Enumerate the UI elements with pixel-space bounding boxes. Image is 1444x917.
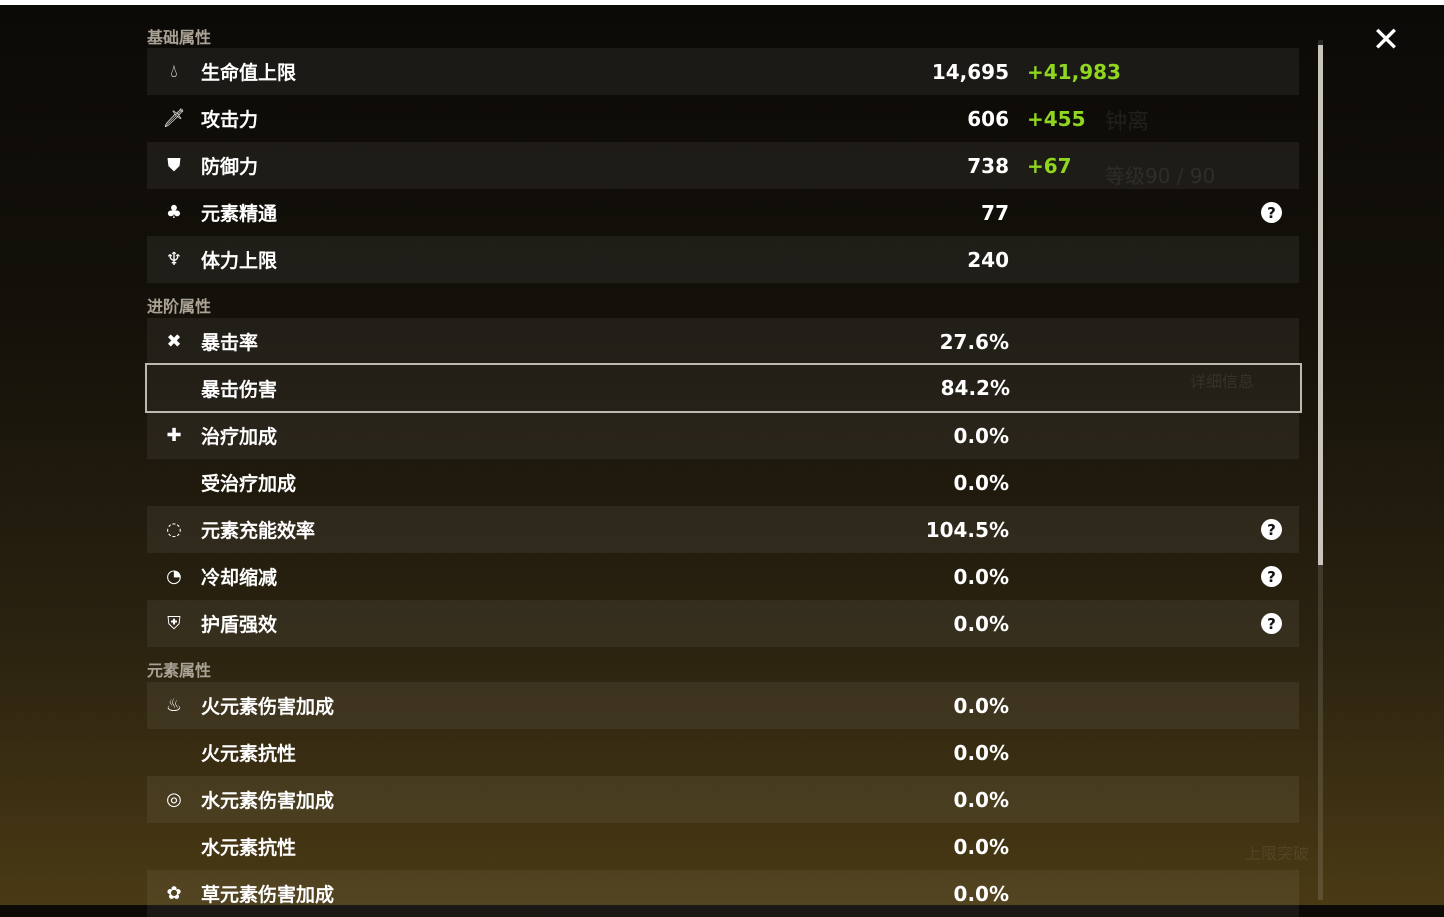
help-icon[interactable]: ? [1261, 519, 1282, 540]
stat-value: 84.2% [940, 376, 1010, 400]
section-title: 进阶属性 [147, 297, 212, 316]
help-icon[interactable]: ? [1261, 202, 1282, 223]
crit-rate-icon: ✖ [166, 331, 182, 352]
stat-value: 0.0% [953, 564, 1009, 589]
stat-value: 738 [967, 153, 1009, 178]
stat-label: 火元素抗性 [201, 743, 297, 765]
stat-row[interactable]: ♆ 体力上限 240 [147, 236, 1299, 283]
stat-value: 14,695 [931, 59, 1009, 84]
stat-row[interactable]: ✚ 治疗加成 0.0% [147, 412, 1299, 459]
stat-label: 水元素伤害加成 [201, 790, 335, 812]
stat-value: 0.0% [953, 693, 1009, 718]
stat-row[interactable]: 暴击伤害 84.2% [145, 363, 1302, 413]
scrollbar-thumb[interactable] [1318, 45, 1323, 565]
stat-row[interactable]: 💧︎ 生命值上限 14,695 +41,983 [147, 48, 1299, 95]
stat-row[interactable]: ◌ 元素充能效率 104.5%? [147, 506, 1299, 553]
stat-label: 攻击力 [201, 109, 259, 131]
energy-recharge-icon: ◌ [166, 519, 182, 540]
stat-row[interactable]: ✖ 暴击率 27.6% [147, 318, 1299, 365]
stat-row[interactable]: ◎ 水元素伤害加成 0.0% [147, 776, 1299, 823]
bg-detail-button: 详细信息 [1190, 372, 1255, 391]
stat-label: 生命值上限 [201, 62, 297, 84]
bg-level: 等级90 / 90 [1105, 164, 1216, 188]
stat-label: 暴击伤害 [201, 378, 278, 401]
healing-cross-icon: ✚ [166, 425, 182, 446]
stat-value: 0.0% [953, 740, 1009, 765]
hp-drop-icon: 💧︎ [170, 61, 178, 82]
bg-character-name: 钟离 [1105, 110, 1150, 135]
stat-label: 防御力 [201, 156, 259, 178]
top-strip [0, 0, 1444, 5]
stat-label: 元素充能效率 [201, 520, 316, 542]
stamina-icon: ♆ [165, 249, 183, 270]
stat-label: 冷却缩减 [201, 567, 278, 589]
stat-value: 606 [967, 106, 1009, 131]
section-title: 元素属性 [147, 661, 212, 680]
elemental-mastery-icon: ♣ [165, 202, 183, 223]
stat-bonus: +455 [1027, 106, 1086, 131]
stat-row[interactable]: 水元素抗性 0.0% [147, 823, 1299, 870]
dendro-icon: ✿ [166, 883, 182, 904]
cooldown-icon: ◔ [166, 566, 182, 587]
stat-label: 水元素抗性 [201, 837, 297, 859]
stat-value: 0.0% [953, 611, 1009, 636]
stat-row[interactable]: 受治疗加成 0.0% [147, 459, 1299, 506]
stat-label: 体力上限 [201, 250, 278, 272]
stat-value: 0.0% [953, 881, 1009, 906]
stat-value: 240 [967, 247, 1009, 272]
stat-row[interactable]: ✿ 草元素伤害加成 0.0% [147, 870, 1299, 917]
stat-bonus: +41,983 [1027, 59, 1121, 84]
help-icon[interactable]: ? [1261, 566, 1282, 587]
stat-row[interactable]: ⛊ 防御力 738 +67 [147, 142, 1299, 189]
stat-label: 草元素伤害加成 [201, 884, 335, 906]
stat-label: 火元素伤害加成 [201, 696, 335, 718]
stat-row[interactable]: ◔ 冷却缩减 0.0%? [147, 553, 1299, 600]
stat-label: 护盾强效 [201, 614, 278, 636]
stat-value: 77 [981, 200, 1009, 225]
section-title: 基础属性 [147, 28, 212, 47]
stat-row[interactable]: ♨ 火元素伤害加成 0.0% [147, 682, 1299, 729]
pyro-icon: ♨ [165, 695, 183, 716]
stat-value: 0.0% [953, 787, 1009, 812]
sword-icon: 🗡︎ [162, 108, 186, 129]
stat-label: 暴击率 [201, 332, 259, 354]
close-button[interactable]: ✕ [1371, 20, 1401, 60]
stat-value: 0.0% [953, 834, 1009, 859]
shield-strength-icon: ⛨ [167, 613, 181, 634]
stat-value: 27.6% [939, 329, 1009, 354]
stat-row[interactable]: 火元素抗性 0.0% [147, 729, 1299, 776]
stat-label: 受治疗加成 [201, 473, 297, 495]
stat-row[interactable]: 🗡︎ 攻击力 606 +455 [147, 95, 1299, 142]
stat-bonus: +67 [1027, 153, 1072, 178]
stat-row[interactable]: ⛨ 护盾强效 0.0%? [147, 600, 1299, 647]
stat-label: 元素精通 [201, 203, 278, 225]
stat-label: 治疗加成 [201, 426, 278, 448]
stat-value: 0.0% [953, 423, 1009, 448]
bg-ascend-button: 上限突破 [1245, 844, 1310, 863]
stat-row[interactable]: ♣ 元素精通 77? [147, 189, 1299, 236]
shield-icon: ⛊ [167, 155, 181, 176]
help-icon[interactable]: ? [1261, 613, 1282, 634]
stat-value: 0.0% [953, 470, 1009, 495]
hydro-icon: ◎ [166, 789, 182, 810]
stat-value: 104.5% [925, 517, 1009, 542]
